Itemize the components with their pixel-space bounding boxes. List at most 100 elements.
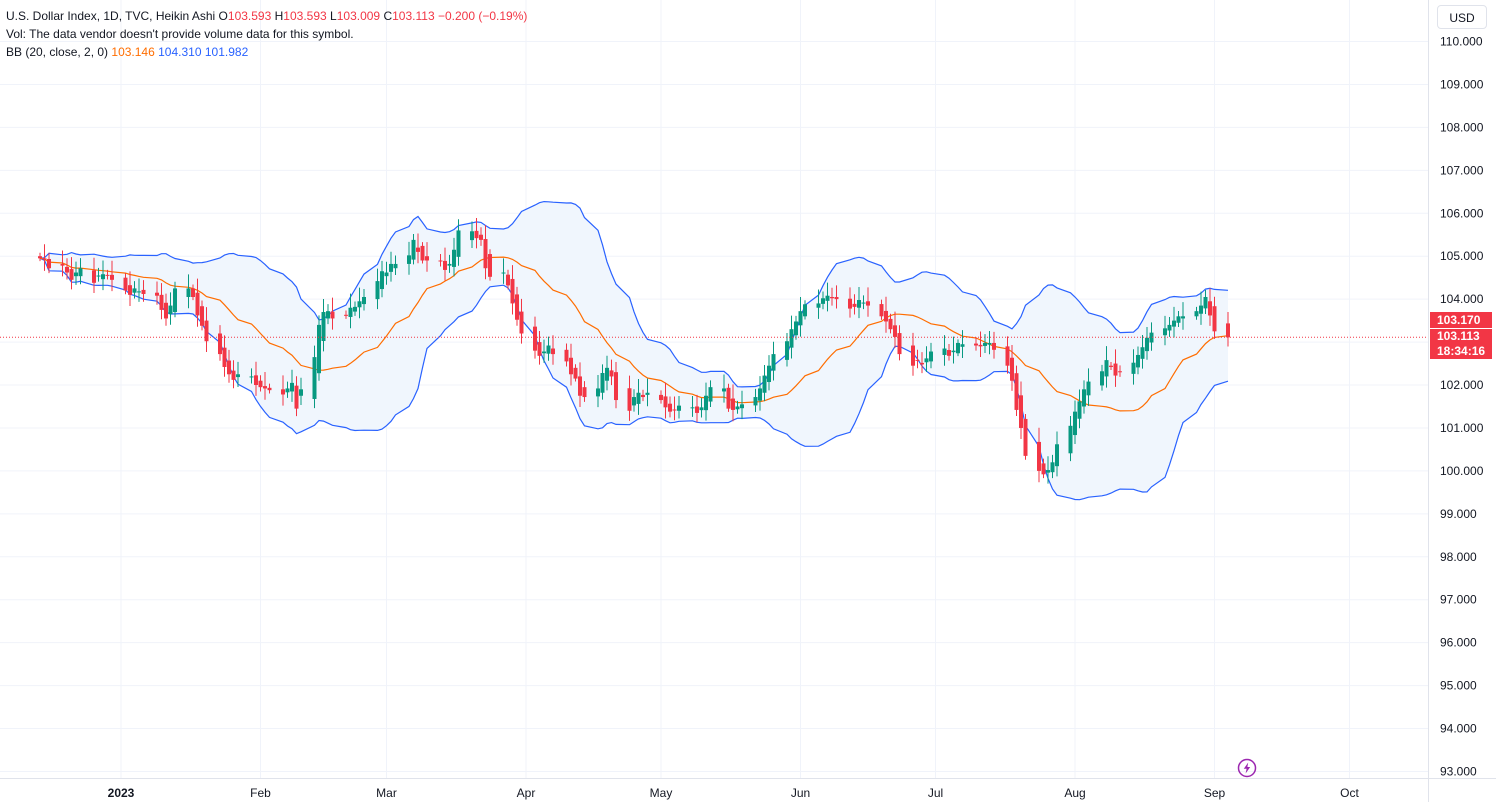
open-value: 103.593 (227, 9, 272, 23)
candle-body (164, 302, 168, 319)
candle-body (1046, 470, 1050, 473)
candle-body (645, 392, 650, 395)
currency-button[interactable]: USD (1437, 5, 1487, 29)
candle-body (627, 388, 632, 411)
candle-body (866, 301, 870, 306)
candle-body (128, 285, 132, 295)
candle-body (132, 288, 137, 293)
candle-body (596, 388, 600, 397)
candle-body (731, 398, 735, 410)
candle-body (879, 304, 884, 317)
low-label: L (330, 9, 337, 23)
candle-body (42, 258, 47, 260)
candle-body (263, 386, 267, 389)
bb-label[interactable]: BB (20, close, 2, 0) (6, 45, 109, 59)
high-label: H (274, 9, 284, 23)
y-tick-label: 106.000 (1440, 206, 1484, 220)
bb-upper-price-tag: 103.170 (1430, 312, 1492, 328)
symbol-title[interactable]: U.S. Dollar Index, 1D, TVC, Heikin Ashi (6, 9, 216, 23)
candle-body (195, 292, 200, 316)
candle-body (1104, 360, 1109, 377)
candle-body (222, 347, 227, 367)
candle-body (794, 321, 798, 336)
candle-body (96, 275, 101, 277)
flash-icon[interactable] (1237, 758, 1257, 778)
candle-body (137, 291, 141, 293)
candle-body (470, 231, 474, 241)
x-tick-label: Aug (1064, 786, 1085, 800)
candle-body (357, 301, 362, 308)
candle-body (155, 292, 159, 296)
candle-body (533, 326, 537, 351)
candle-body (573, 367, 578, 379)
candle-body (200, 306, 204, 326)
candle-body (1050, 462, 1055, 473)
y-tick-label: 105.000 (1440, 249, 1484, 263)
candle-body (884, 310, 888, 322)
candle-body (60, 263, 65, 266)
candle-body (456, 230, 461, 257)
candle-body (312, 357, 317, 399)
candle-body (735, 406, 740, 410)
candle-body (258, 380, 263, 388)
candle-body (1208, 301, 1212, 316)
candle-body (695, 406, 699, 413)
candle-body (672, 409, 677, 411)
candle-body (443, 260, 447, 270)
candle-body (785, 341, 789, 360)
candle-body (600, 372, 605, 393)
candle-body (425, 256, 429, 261)
candle-body (452, 249, 456, 267)
candle-body (542, 351, 546, 354)
candle-body (569, 357, 573, 375)
candle-body (299, 389, 303, 396)
candle-body (353, 306, 357, 312)
candle-body (1199, 305, 1203, 314)
candle-body (992, 342, 996, 350)
candle-body (929, 351, 933, 362)
chart-legend: U.S. Dollar Index, 1D, TVC, Heikin Ashi … (6, 7, 527, 61)
bb-basis-value: 103.146 (111, 45, 155, 59)
x-tick-label: Feb (250, 786, 271, 800)
candle-body (947, 350, 951, 356)
y-tick-label: 104.000 (1440, 292, 1484, 306)
candle-body (420, 245, 425, 261)
candle-body (857, 299, 861, 308)
candle-body (1010, 357, 1014, 381)
x-tick-label: Oct (1340, 786, 1359, 800)
candle-body (1077, 401, 1082, 419)
candle-body (290, 382, 294, 392)
candle-body (897, 333, 902, 355)
candle-body (659, 394, 663, 401)
low-value: 103.009 (336, 9, 381, 23)
last-price-tag: 103.113 18:34:16 (1430, 329, 1492, 359)
bb-indicator-row[interactable]: BB (20, close, 2, 0) 103.146 104.310 101… (6, 43, 527, 61)
y-tick-label: 95.000 (1440, 679, 1477, 693)
candle-body (317, 324, 321, 374)
candle-body (294, 385, 299, 409)
candle-body (330, 311, 335, 319)
y-tick-label: 110.000 (1440, 35, 1483, 49)
candle-body (483, 239, 488, 269)
candle-body (1023, 418, 1028, 456)
candle-body (632, 397, 636, 406)
candle-body (519, 311, 524, 334)
legend-ohlc-row[interactable]: U.S. Dollar Index, 1D, TVC, Heikin Ashi … (6, 7, 527, 25)
candle-body (326, 311, 330, 319)
candle-body (668, 403, 672, 412)
candle-body (1019, 395, 1023, 428)
volume-notice[interactable]: Vol: The data vendor doesn't provide vol… (6, 27, 354, 41)
x-tick-label: Jun (791, 786, 810, 800)
candle-body (389, 263, 393, 272)
bb-upper-value: 104.310 (158, 45, 202, 59)
bb-lower-value: 101.982 (204, 45, 249, 59)
candle-body (888, 318, 893, 330)
candle-body (1194, 311, 1199, 317)
candle-body (123, 277, 128, 291)
candle-body (636, 392, 641, 404)
candle-body (1167, 324, 1172, 331)
open-label: O (218, 9, 228, 23)
candle-body (380, 271, 384, 290)
